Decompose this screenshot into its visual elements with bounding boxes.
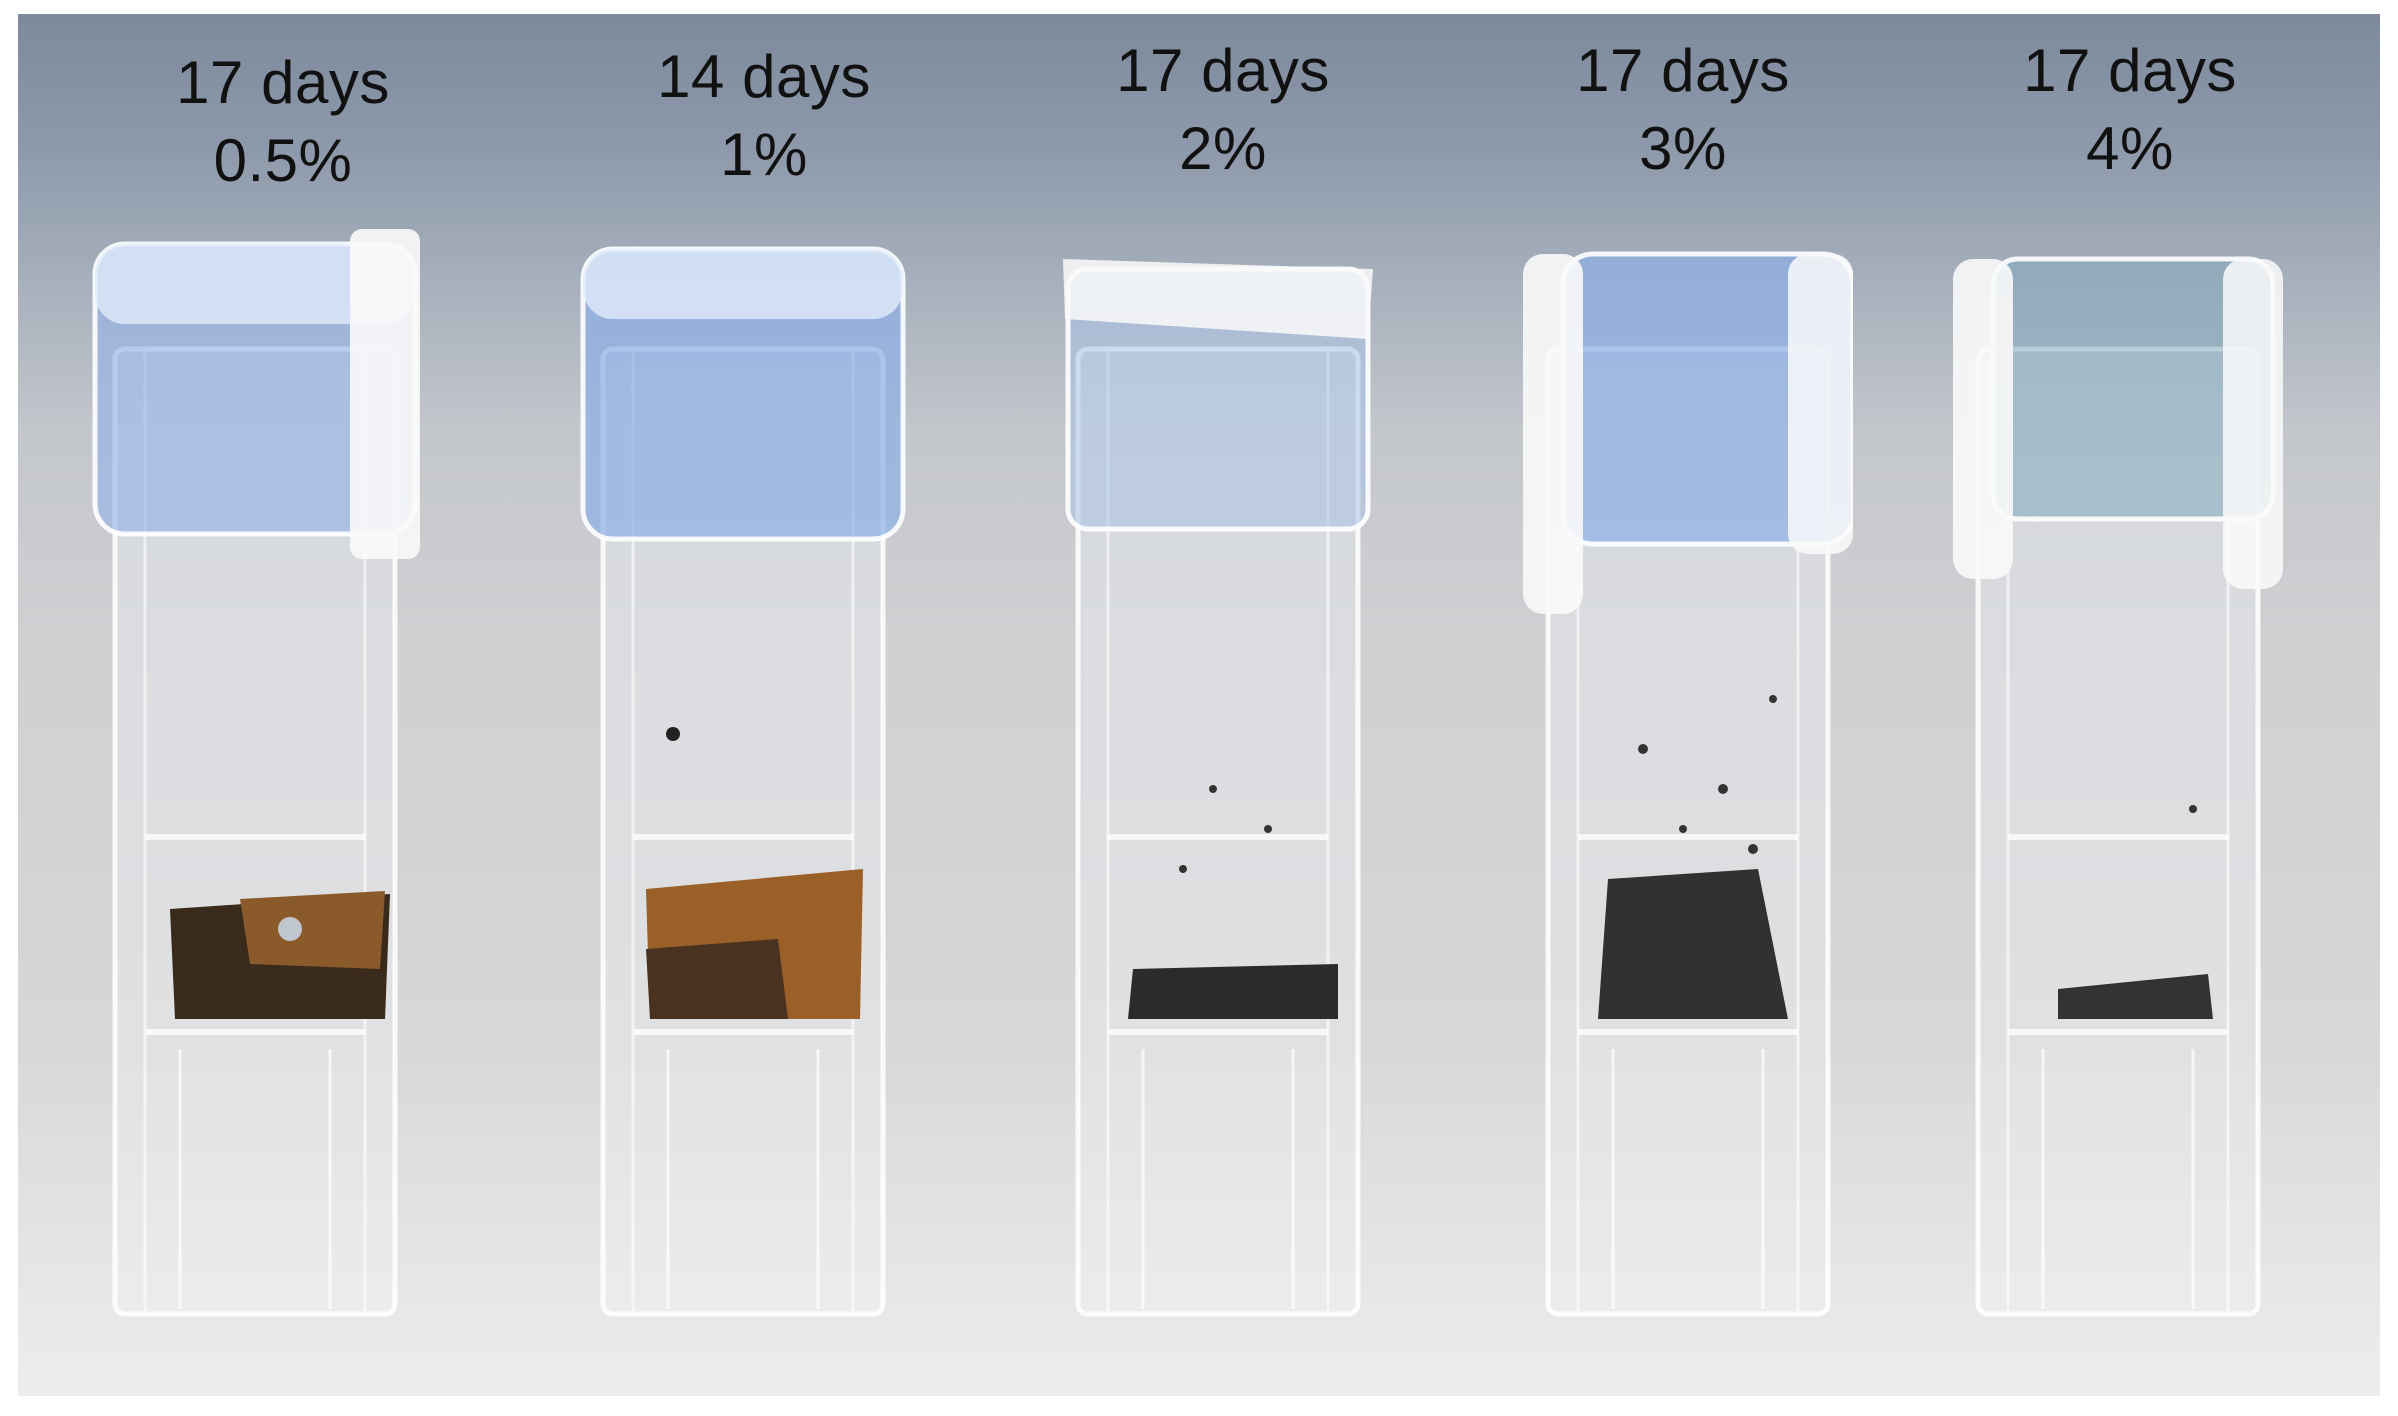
days-label: 17 days [1116, 37, 1330, 104]
sample-label-1: 17 days 0.5% [93, 44, 473, 200]
cuvette-drawing [1953, 256, 2283, 1317]
sample-label-2: 14 days 1% [574, 38, 954, 194]
percent-label: 4% [2086, 115, 2174, 182]
cuvette-drawing [1063, 259, 1373, 1317]
days-label: 17 days [176, 49, 390, 116]
cuvette-4 [1523, 229, 1853, 1334]
percent-label: 0.5% [213, 127, 353, 194]
days-label: 17 days [2023, 37, 2237, 104]
cuvette-3 [1053, 229, 1383, 1334]
cuvette-1 [90, 229, 420, 1334]
cuvette-drawing [1523, 251, 1853, 1317]
days-label: 17 days [1576, 37, 1790, 104]
sample-label-4: 17 days 3% [1493, 32, 1873, 188]
sample-label-3: 17 days 2% [1033, 32, 1413, 188]
cuvette-5 [1953, 229, 2283, 1334]
lab-bench-surface [18, 1064, 2380, 1396]
cuvette-drawing [580, 246, 906, 1317]
percent-label: 1% [720, 121, 808, 188]
percent-label: 2% [1179, 115, 1267, 182]
sample-label-5: 17 days 4% [1940, 32, 2320, 188]
percent-label: 3% [1639, 115, 1727, 182]
cuvette-drawing [92, 229, 420, 1317]
photo: 17 days 0.5% 14 days 1% 17 days 2% 17 da… [18, 14, 2380, 1396]
cuvette-2 [578, 229, 908, 1334]
days-label: 14 days [657, 43, 871, 110]
